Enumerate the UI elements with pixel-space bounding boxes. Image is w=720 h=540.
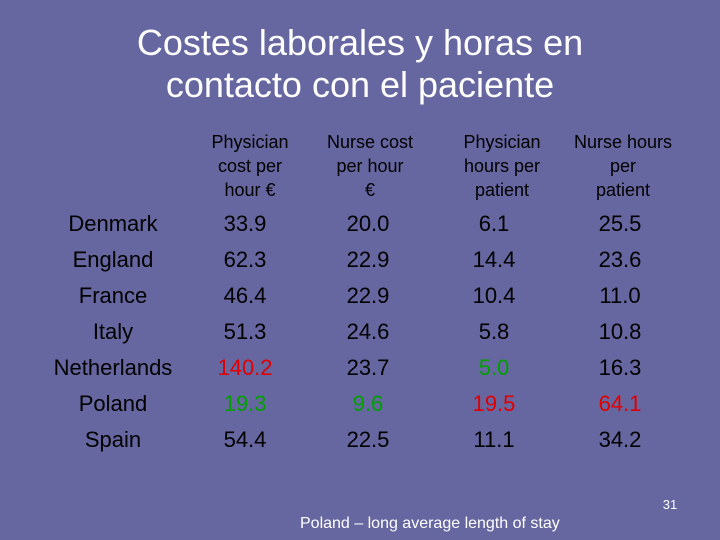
cell-nurse-hours: 16.3 — [598, 355, 642, 380]
cell-physician-hours: 19.5 — [472, 391, 516, 416]
cell-nurse-cost: 24.6 — [346, 319, 390, 344]
table-row: England 62.3 22.9 14.4 23.6 — [0, 242, 720, 278]
cell-physician-hours: 5.8 — [478, 319, 510, 344]
cell-nurse-hours: 10.8 — [598, 319, 642, 344]
cell-nurse-cost: 22.9 — [346, 283, 390, 308]
table-row: Poland 19.3 9.6 19.5 64.1 — [0, 386, 720, 422]
slide-number: 31 — [662, 497, 678, 512]
cell-physician-hours: 5.0 — [478, 355, 510, 380]
cell-nurse-hours: 34.2 — [598, 427, 642, 452]
cell-physician-cost: 33.9 — [223, 211, 267, 236]
table-row: France 46.4 22.9 10.4 11.0 — [0, 278, 720, 314]
slide-title: Costes laborales y horas en contacto con… — [60, 22, 660, 106]
row-country: Italy — [92, 319, 134, 344]
cell-nurse-hours: 25.5 — [598, 211, 642, 236]
column-header-physician-hours: Physician hours per patient — [463, 132, 541, 200]
cell-nurse-hours: 11.0 — [599, 283, 641, 308]
row-country: Poland — [78, 391, 148, 416]
cell-nurse-hours: 64.1 — [598, 391, 642, 416]
row-country: Denmark — [68, 211, 158, 236]
row-country: Netherlands — [53, 355, 173, 380]
cell-nurse-cost: 23.7 — [346, 355, 390, 380]
row-country: France — [78, 283, 148, 308]
cell-physician-cost: 19.3 — [223, 391, 267, 416]
row-country: Spain — [84, 427, 142, 452]
title-line-2: contacto con el paciente — [165, 64, 555, 105]
cell-nurse-cost: 22.5 — [346, 427, 390, 452]
footnote: Poland – long average length of stay — [300, 515, 560, 532]
row-country: England — [72, 247, 154, 272]
table-row: Spain 54.4 22.5 11.1 34.2 — [0, 422, 720, 458]
column-header-nurse-hours: Nurse hours per patient — [573, 132, 673, 200]
cell-physician-hours: 10.4 — [472, 283, 516, 308]
cell-nurse-cost: 9.6 — [352, 391, 384, 416]
cell-physician-cost: 51.3 — [223, 319, 267, 344]
cell-physician-hours: 6.1 — [478, 211, 510, 236]
table-row: Denmark 33.9 20.0 6.1 25.5 — [0, 206, 720, 242]
title-line-1: Costes laborales y horas en — [136, 22, 584, 63]
cell-nurse-cost: 22.9 — [346, 247, 390, 272]
column-header-physician-cost: Physician cost per hour € — [211, 132, 289, 200]
column-header-nurse-cost: Nurse cost per hour € — [326, 132, 414, 200]
table-row: Netherlands 140.2 23.7 5.0 16.3 — [0, 350, 720, 386]
cell-physician-hours: 11.1 — [473, 427, 515, 452]
cell-physician-cost: 62.3 — [223, 247, 267, 272]
cell-physician-cost: 140.2 — [217, 355, 273, 380]
cell-physician-cost: 54.4 — [223, 427, 267, 452]
cell-physician-hours: 14.4 — [472, 247, 516, 272]
cell-physician-cost: 46.4 — [223, 283, 267, 308]
cell-nurse-cost: 20.0 — [346, 211, 390, 236]
cell-nurse-hours: 23.6 — [598, 247, 642, 272]
table-row: Italy 51.3 24.6 5.8 10.8 — [0, 314, 720, 350]
